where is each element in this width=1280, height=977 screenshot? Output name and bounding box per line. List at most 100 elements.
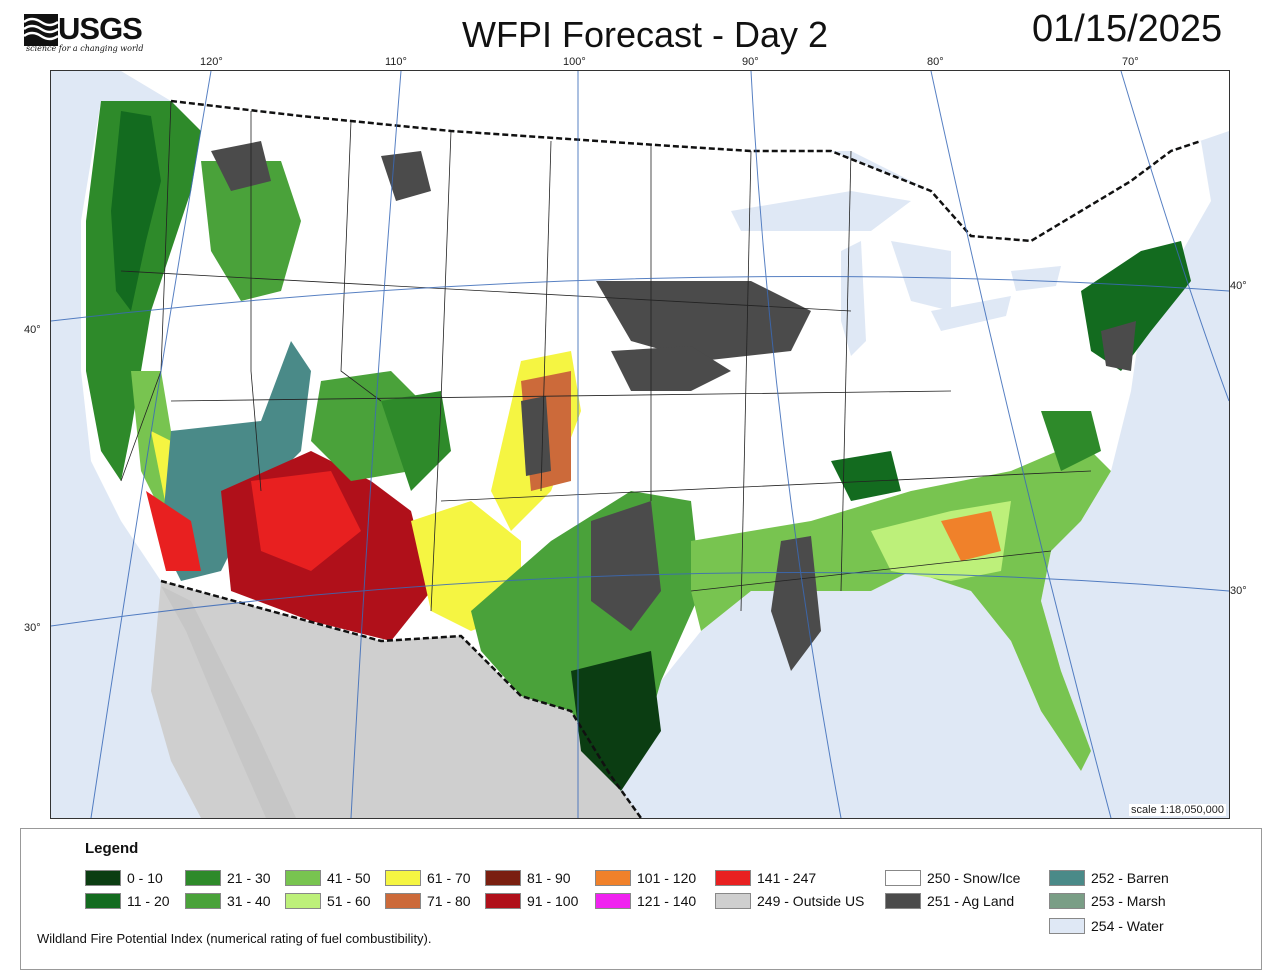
- legend-item: 0 - 10: [85, 869, 163, 887]
- legend-swatch: [385, 893, 421, 909]
- east-texas-dark: [571, 651, 661, 791]
- legend-item: 250 - Snow/Ice: [885, 869, 1020, 887]
- usgs-logo: USGS science for a changing world: [24, 12, 164, 56]
- legend-item: 41 - 50: [285, 869, 371, 887]
- legend-label: 252 - Barren: [1091, 870, 1169, 886]
- legend-label: 81 - 90: [527, 870, 571, 886]
- legend-item: 71 - 80: [385, 892, 471, 910]
- lat-label-left-30: 30°: [24, 622, 41, 634]
- lon-label-90: 90°: [742, 56, 759, 68]
- legend-item: 101 - 120: [595, 869, 696, 887]
- legend-item: 121 - 140: [595, 892, 696, 910]
- legend-label: 91 - 100: [527, 893, 579, 909]
- legend-panel: Legend 0 - 10 11 - 20 21 - 30 31 - 40 41…: [20, 828, 1262, 970]
- legend-swatch: [485, 893, 521, 909]
- baja-peninsula: [161, 586, 296, 818]
- lon-label-80: 80°: [927, 56, 944, 68]
- plains-ag-strip: [521, 396, 551, 476]
- lake-superior: [731, 191, 911, 231]
- graticule: [51, 71, 1229, 818]
- mississippi-ag: [771, 536, 821, 671]
- legend-item: 251 - Ag Land: [885, 892, 1014, 910]
- lat-label-left-40: 40°: [24, 324, 41, 336]
- map-title: WFPI Forecast - Day 2: [462, 14, 829, 55]
- legend-swatch: [885, 870, 921, 886]
- legend-swatch: [715, 893, 751, 909]
- legend-item: 252 - Barren: [1049, 869, 1169, 887]
- lon-label-70: 70°: [1122, 56, 1139, 68]
- legend-item: 91 - 100: [485, 892, 578, 910]
- socal-hot: [146, 491, 201, 571]
- legend-swatch: [595, 870, 631, 886]
- legend-item: 31 - 40: [185, 892, 271, 910]
- lake-ontario: [1011, 266, 1061, 291]
- legend-swatch: [595, 893, 631, 909]
- lon-label-100: 100°: [563, 56, 586, 68]
- lake-erie: [931, 296, 1011, 331]
- nebraska-ag: [596, 281, 811, 361]
- usgs-wave-icon: [24, 14, 58, 46]
- legend-label: 61 - 70: [427, 870, 471, 886]
- legend-label: 101 - 120: [637, 870, 697, 886]
- legend-label: 254 - Water: [1091, 918, 1164, 934]
- legend-item: 11 - 20: [85, 892, 170, 910]
- legend-label: 141 - 247: [757, 870, 817, 886]
- legend-item: 141 - 247: [715, 869, 816, 887]
- lake-huron: [891, 241, 951, 311]
- legend-label: 0 - 10: [127, 870, 163, 886]
- carolina-orange: [941, 511, 1001, 561]
- map-scale: scale 1:18,050,000: [1129, 804, 1226, 816]
- legend-item: 249 - Outside US: [715, 892, 864, 910]
- forecast-date: 01/15/2025: [1032, 8, 1223, 50]
- legend-swatch: [1049, 870, 1085, 886]
- legend-item: 81 - 90: [485, 869, 571, 887]
- lon-label-110: 110°: [385, 56, 407, 68]
- great-basin-barren: [161, 341, 311, 581]
- legend-item: 61 - 70: [385, 869, 471, 887]
- virginia-forest: [1041, 411, 1101, 471]
- legend-label: 253 - Marsh: [1091, 893, 1166, 909]
- kansas-ag: [611, 346, 731, 391]
- legend-swatch: [1049, 918, 1085, 934]
- legend-label: 21 - 30: [227, 870, 271, 886]
- us-mexico-border: [160, 579, 643, 818]
- montana-ag: [211, 141, 271, 191]
- texas-ag: [591, 501, 661, 631]
- lon-label-120: 120°: [200, 56, 223, 68]
- legend-swatch: [385, 870, 421, 886]
- legend-swatch: [185, 870, 221, 886]
- legend-swatch: [1049, 893, 1085, 909]
- legend-swatch: [485, 870, 521, 886]
- state-borders: [120, 100, 1092, 612]
- legend-title: Legend: [85, 840, 139, 857]
- legend-item: 21 - 30: [185, 869, 271, 887]
- map-canvas: [51, 71, 1229, 818]
- lat-label-right-30: 30°: [1230, 585, 1247, 597]
- mexico-area: [151, 581, 641, 818]
- legend-label: 251 - Ag Land: [927, 893, 1015, 909]
- wfpi-map: scale 1:18,050,000: [50, 70, 1230, 819]
- illinois-green: [831, 451, 901, 501]
- usgs-wordmark: USGS: [58, 11, 143, 46]
- lat-label-right-40: 40°: [1230, 280, 1247, 292]
- legend-swatch: [85, 870, 121, 886]
- legend-label: 71 - 80: [427, 893, 471, 909]
- legend-label: 250 - Snow/Ice: [927, 870, 1021, 886]
- legend-label: 41 - 50: [327, 870, 371, 886]
- cascade-dark: [111, 111, 161, 311]
- legend-label: 249 - Outside US: [757, 893, 865, 909]
- legend-swatch: [285, 893, 321, 909]
- legend-item: 254 - Water: [1049, 917, 1164, 935]
- legend-swatch: [285, 870, 321, 886]
- legend-label: 11 - 20: [127, 893, 170, 909]
- legend-swatch: [715, 870, 751, 886]
- legend-swatch: [85, 893, 121, 909]
- us-canada-border: [170, 99, 1202, 243]
- northeast-ag: [1101, 321, 1136, 371]
- legend-item: 51 - 60: [285, 892, 371, 910]
- legend-footnote: Wildland Fire Potential Index (numerical…: [37, 931, 432, 946]
- legend-label: 31 - 40: [227, 893, 271, 909]
- legend-swatch: [185, 893, 221, 909]
- legend-swatch: [885, 893, 921, 909]
